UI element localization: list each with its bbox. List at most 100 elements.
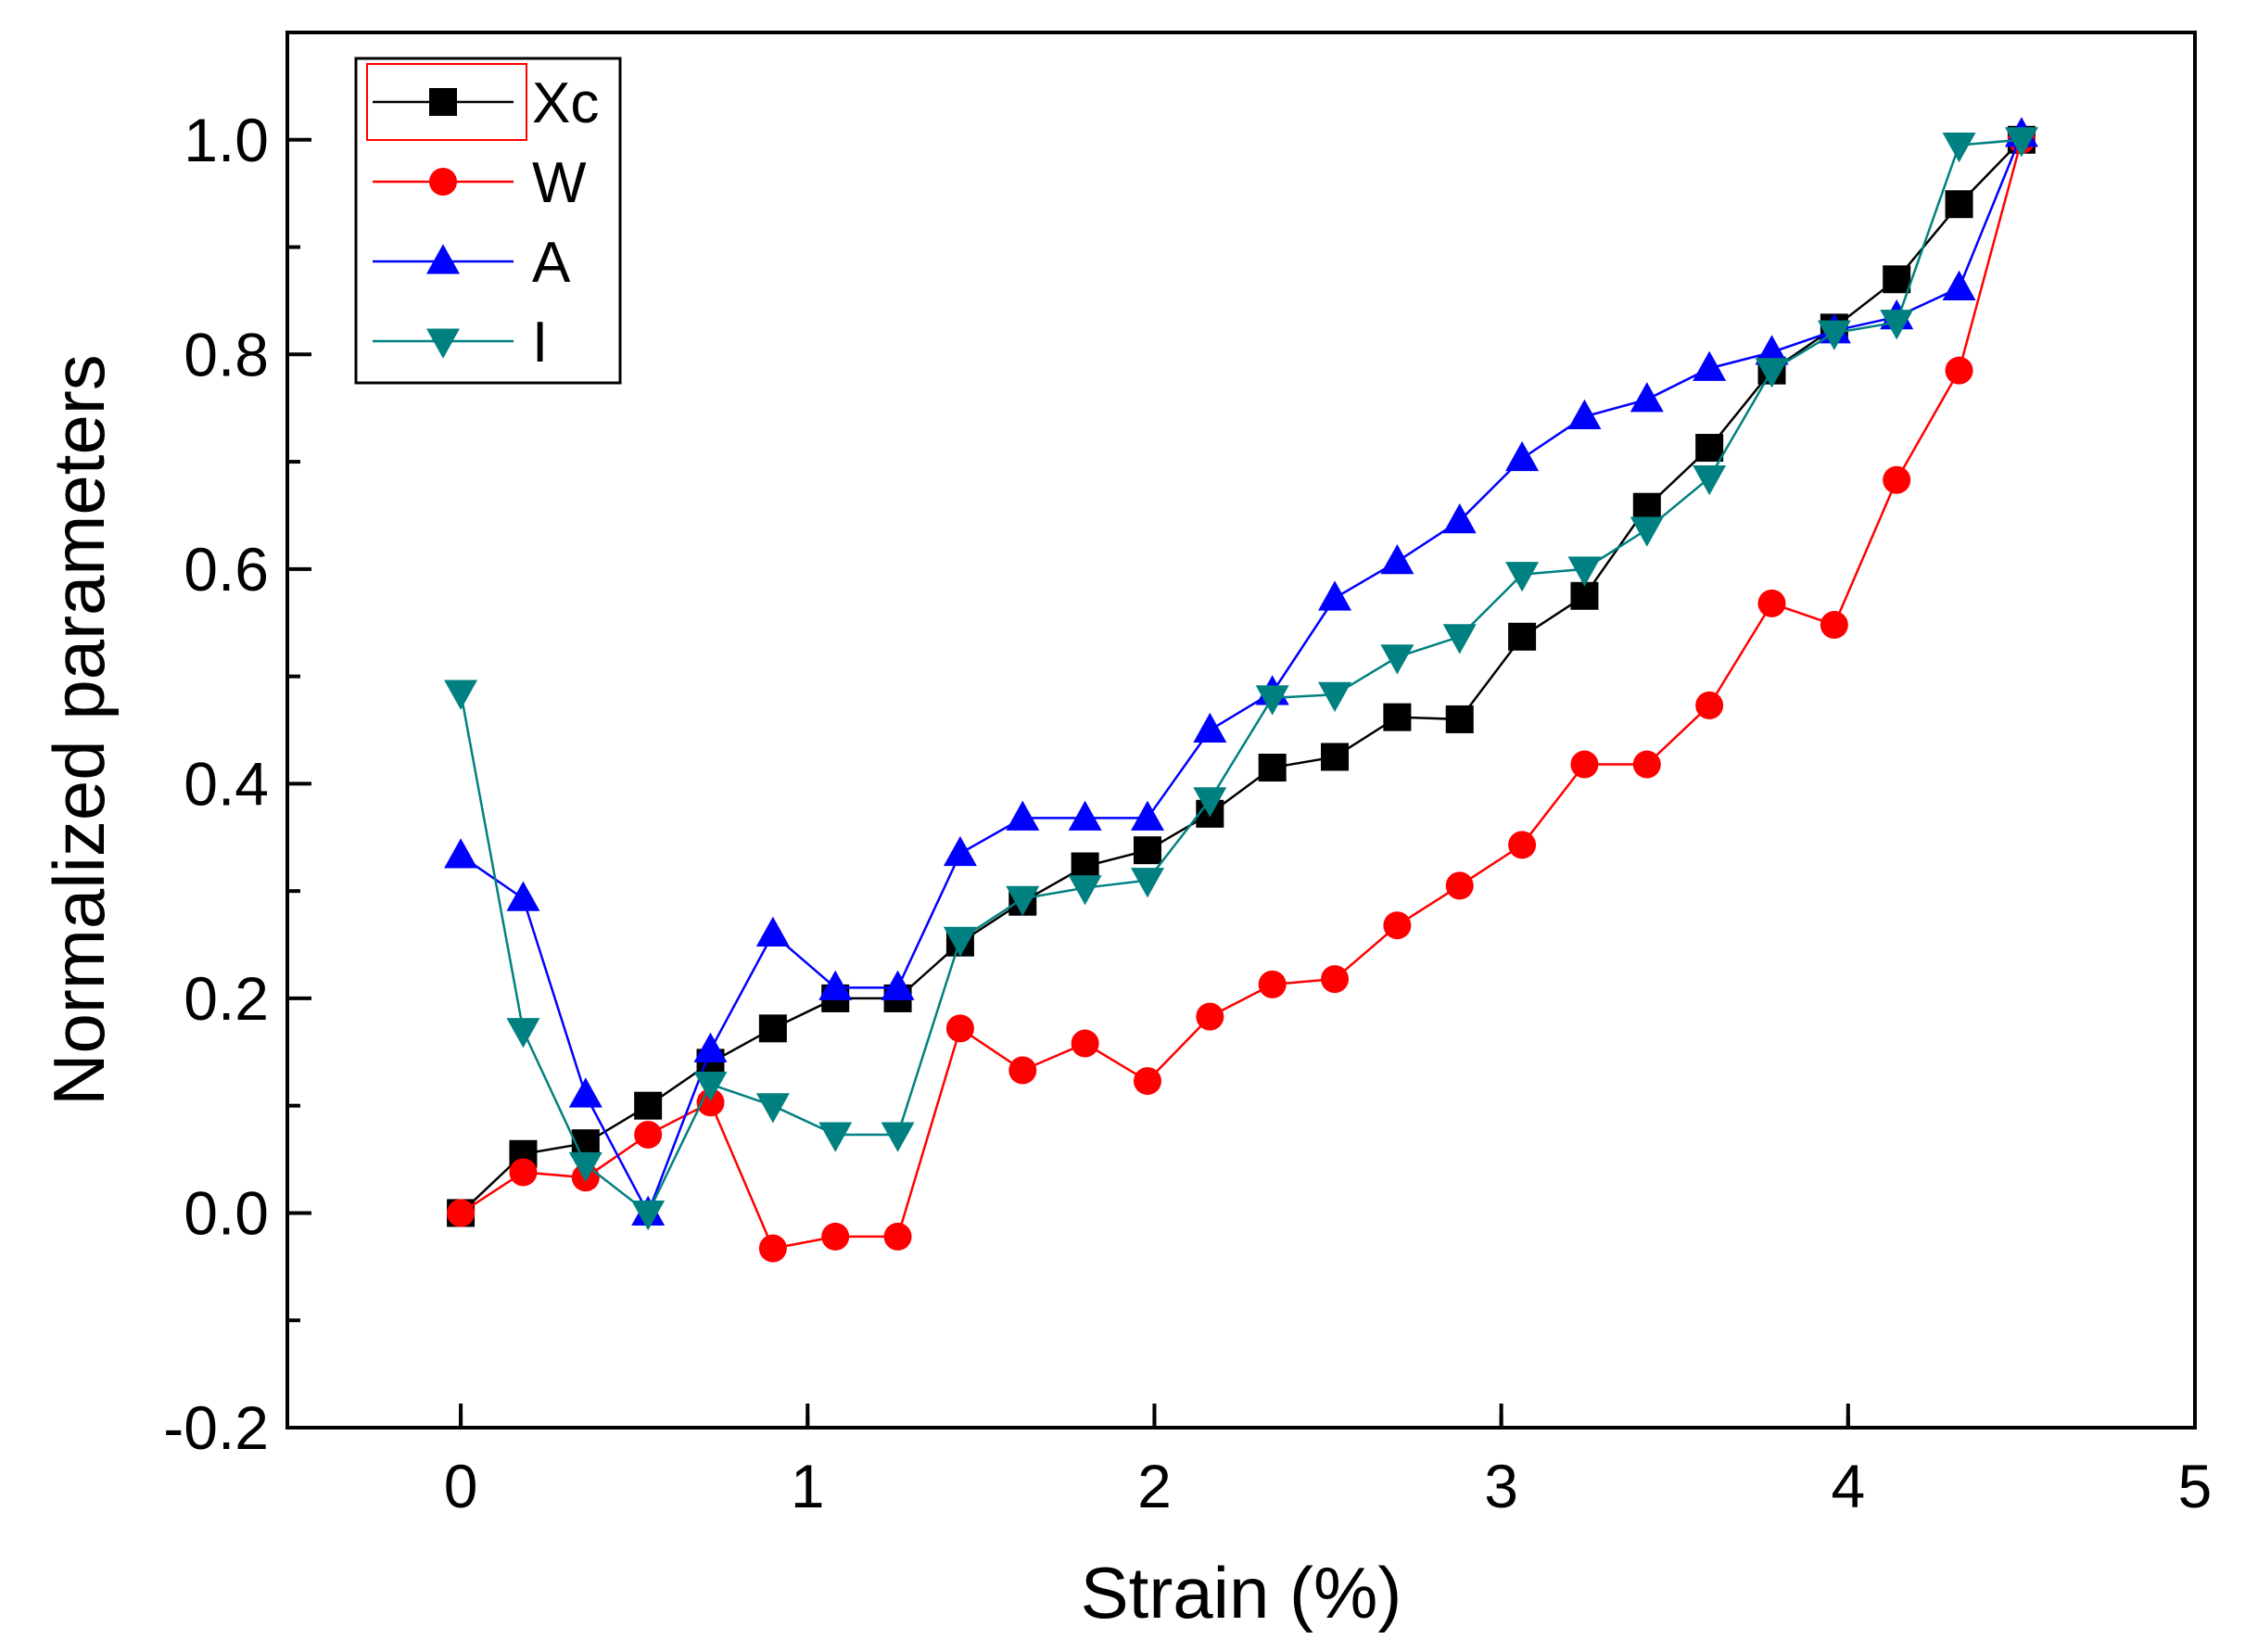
y-axis-title: Normalized parameters [38, 354, 120, 1106]
data-point-w [1757, 589, 1786, 617]
data-point-i [1068, 875, 1102, 906]
data-point-a [506, 881, 540, 911]
data-point-i [1318, 681, 1352, 713]
data-point-w [1695, 691, 1724, 719]
legend-item-xc: Xc [373, 71, 599, 135]
data-point-i [818, 1122, 853, 1152]
data-point-w [1008, 1056, 1037, 1085]
series-line-i [459, 138, 2023, 1215]
data-point-a [1130, 800, 1164, 831]
x-tick-label: 2 [1137, 1452, 1172, 1520]
data-point-xc [1133, 836, 1161, 865]
legend-item-a: A [373, 231, 571, 295]
data-point-a [568, 1077, 602, 1108]
data-point-a [1068, 800, 1102, 831]
x-tick-label: 3 [1484, 1452, 1518, 1520]
legend-label-i: I [532, 311, 548, 375]
data-point-i [755, 1093, 790, 1124]
data-point-xc [1695, 434, 1724, 463]
data-point-xc [1321, 743, 1350, 771]
data-point-xc [1445, 705, 1474, 733]
data-point-a [1755, 335, 1789, 365]
data-point-a [1505, 440, 1540, 472]
data-point-w [1321, 965, 1350, 994]
data-point-a [444, 838, 478, 869]
data-point-w [1071, 1029, 1099, 1058]
data-point-w [509, 1158, 538, 1187]
legend-marker-i [426, 328, 460, 359]
axes-layer: 0 1 2 3 4 5 -0.2 0.0 0.2 0.4 0.6 0.8 1.0 [163, 31, 2213, 1520]
legend-label-a: A [532, 231, 571, 295]
legend-selection-outline [366, 63, 527, 141]
data-point-a [881, 970, 915, 1000]
data-point-a [943, 835, 977, 867]
x-tick-label: 1 [791, 1452, 825, 1520]
data-point-w [883, 1222, 912, 1251]
data-point-w [1133, 1067, 1161, 1096]
legend: Xc WAI [354, 57, 622, 385]
data-point-i [2004, 127, 2038, 158]
data-point-a [818, 970, 853, 1000]
data-point-xc [1258, 754, 1287, 782]
x-tick-label: 4 [1831, 1452, 1865, 1520]
y-tick-label: 0.8 [184, 320, 269, 388]
data-point-w [447, 1199, 476, 1227]
data-point-xc [1945, 190, 1973, 219]
data-point-a [1942, 270, 1976, 301]
legend-marker-xc [429, 88, 457, 116]
data-point-w [821, 1222, 850, 1251]
plot-frame [285, 31, 2197, 1430]
data-point-i [631, 1200, 666, 1231]
data-point-w [1196, 1002, 1224, 1031]
data-point-i [1255, 685, 1289, 716]
data-point-a [1006, 800, 1040, 831]
y-tick-label: 1.0 [184, 106, 269, 174]
data-point-xc [1632, 492, 1661, 521]
data-point-i [1193, 787, 1227, 818]
data-point-i [568, 1151, 602, 1183]
data-point-i [1505, 562, 1540, 592]
data-point-i [881, 1122, 915, 1152]
data-point-a [1442, 503, 1477, 534]
data-point-w [634, 1120, 663, 1149]
legend-marker-a [426, 244, 460, 274]
data-point-a [1380, 543, 1414, 575]
data-point-w [945, 1014, 974, 1043]
legend-marker-w [429, 168, 457, 196]
series-layer [444, 117, 2038, 1263]
data-point-i [1567, 556, 1602, 587]
data-point-i [1755, 358, 1789, 388]
data-point-xc [1883, 265, 1911, 294]
y-tick-label: 0.2 [184, 964, 269, 1033]
data-point-i [943, 926, 977, 957]
data-point-w [1820, 611, 1848, 640]
data-point-xc [758, 1014, 787, 1043]
data-point-i [1817, 320, 1851, 350]
data-point-w [1945, 356, 1973, 385]
data-point-i [1693, 464, 1727, 496]
data-point-i [1006, 885, 1040, 917]
legend-label-xc: Xc [532, 71, 599, 135]
data-point-i [1942, 133, 1976, 163]
data-point-w [1570, 750, 1599, 779]
data-point-a [1630, 382, 1664, 413]
legend-item-i: I [373, 311, 548, 375]
data-point-w [1258, 970, 1287, 998]
legend-label-w: W [532, 151, 587, 215]
data-point-a [1193, 712, 1227, 743]
data-point-i [1442, 624, 1477, 654]
data-point-i [1880, 310, 1914, 340]
data-point-w [1883, 465, 1911, 494]
data-point-a [755, 916, 790, 947]
x-tick-label: 5 [2178, 1452, 2213, 1520]
data-point-i [444, 680, 478, 710]
data-point-xc [1508, 622, 1537, 651]
y-tick-label: 0.0 [184, 1178, 269, 1247]
data-point-i [693, 1072, 728, 1102]
data-point-xc [634, 1091, 663, 1120]
series-line-w [460, 139, 2023, 1251]
data-point-w [1508, 831, 1537, 859]
data-point-i [1380, 644, 1414, 675]
